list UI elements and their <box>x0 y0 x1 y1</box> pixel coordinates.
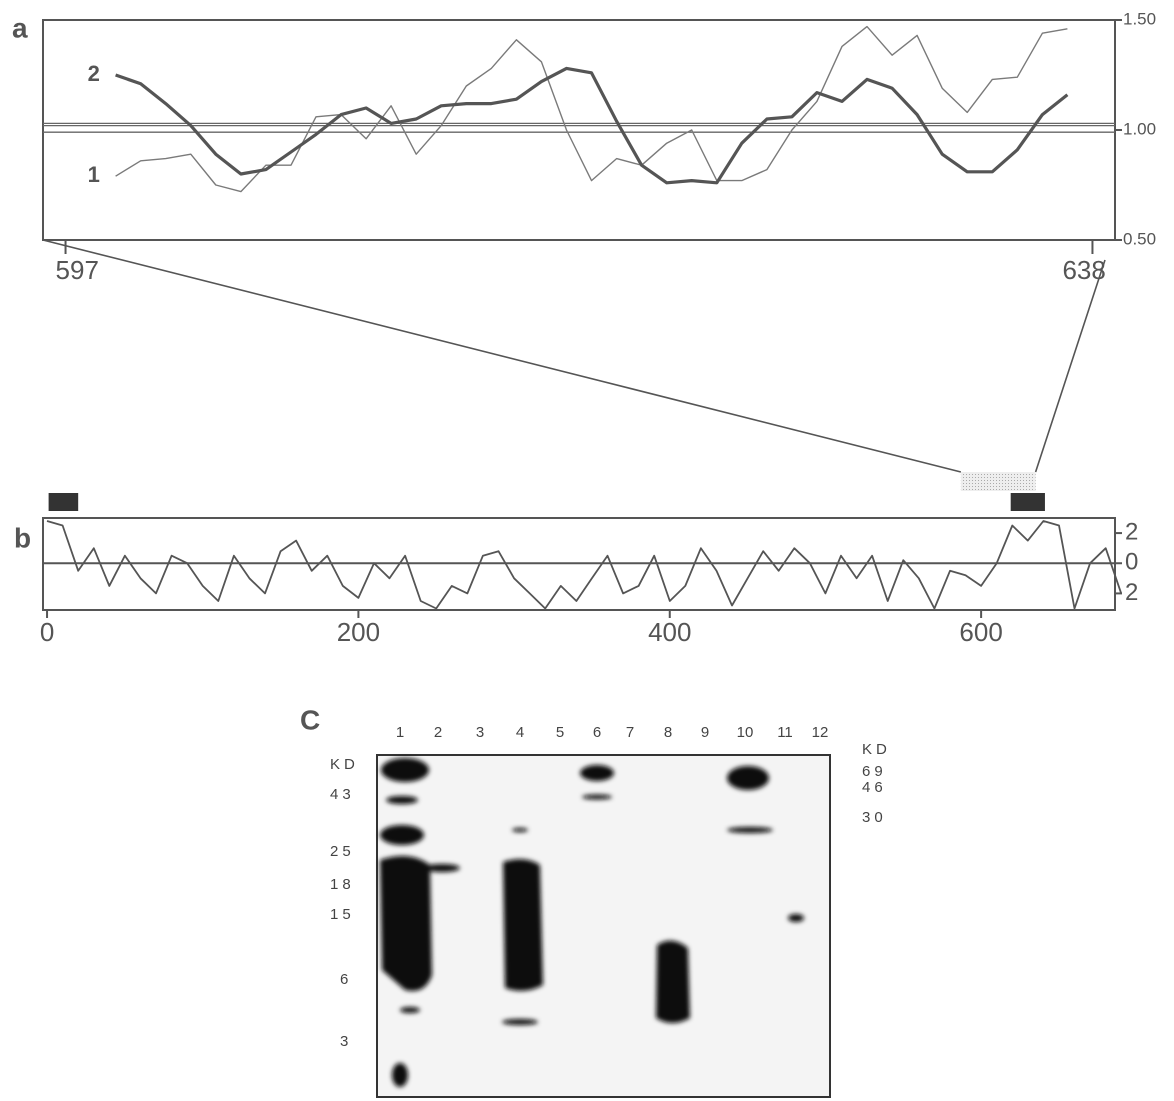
lane-label: 3 <box>476 724 484 741</box>
zoom-region <box>961 472 1036 491</box>
x-tick-label: 400 <box>648 617 691 647</box>
plot-frame <box>43 20 1115 240</box>
lane-label: 7 <box>626 724 634 741</box>
panel-label: a <box>12 12 28 43</box>
gel-marker: 25 <box>330 843 355 860</box>
gel-marker: 43 <box>330 786 355 803</box>
series-line <box>116 27 1068 192</box>
gel-marker: 46 <box>862 779 887 796</box>
y-tick-label: 2 <box>1125 518 1138 545</box>
lane-label: 1 <box>396 724 404 741</box>
y-tick-label: 0.50 <box>1123 229 1156 248</box>
y-tick-label: 2 <box>1125 579 1138 606</box>
gel-unit: KD <box>330 756 359 773</box>
lane-label: 6 <box>593 724 601 741</box>
hydrophobic-segment <box>1011 493 1045 511</box>
series-label: 2 <box>88 61 100 86</box>
lane-label: 11 <box>777 724 793 741</box>
y-tick-label: 1.50 <box>1123 9 1156 28</box>
lane-label: 10 <box>737 724 754 741</box>
x-tick-label: 0 <box>40 617 54 647</box>
x-tick-label: 600 <box>959 617 1002 647</box>
gel-marker: 69 <box>862 763 887 780</box>
lane-label: 2 <box>434 724 442 741</box>
lane-label: 4 <box>516 724 524 741</box>
panel-label: C <box>300 704 320 735</box>
gel-unit: KD <box>862 741 891 758</box>
gel-marker: 6 <box>340 971 352 988</box>
panel-label: b <box>14 522 31 553</box>
gel: KD 43 25 18 15 6 3 KD 69 46 30 <box>330 741 891 1097</box>
figure: a b C KD 43 25 18 15 6 3 KD 6 <box>0 0 1174 1101</box>
y-tick-label: 1.00 <box>1123 119 1156 138</box>
series-label: 1 <box>88 162 100 187</box>
gel-marker: 15 <box>330 906 355 923</box>
y-tick-label: 0 <box>1125 549 1138 576</box>
hydrophobic-segment <box>49 493 79 511</box>
gel-marker: 18 <box>330 876 355 893</box>
x-tick-label: 200 <box>337 617 380 647</box>
gel-marker: 3 <box>340 1033 352 1050</box>
lane-label: 5 <box>556 724 564 741</box>
lane-label: 9 <box>701 724 709 741</box>
x-tick-label: 638 <box>1062 255 1105 285</box>
series-line <box>47 521 1121 609</box>
x-tick-label: 597 <box>56 255 99 285</box>
lane-label: 12 <box>812 724 829 741</box>
zoom-connector <box>1036 260 1105 472</box>
lane-label: 8 <box>664 724 672 741</box>
zoom-connector <box>43 240 961 472</box>
gel-frame <box>377 755 830 1097</box>
gel-marker: 30 <box>862 809 887 826</box>
